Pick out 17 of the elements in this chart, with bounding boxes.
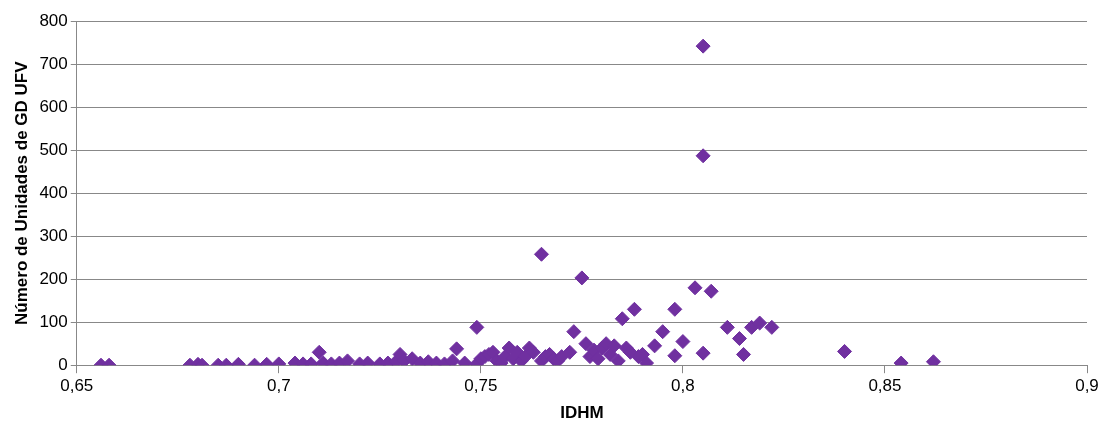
y-tick-label: 300 [39, 225, 68, 245]
y-tick-label: 400 [39, 182, 68, 202]
y-tick-label: 600 [39, 96, 68, 116]
x-tick-label: 0,75 [464, 376, 498, 396]
y-tick-label: 700 [39, 53, 68, 73]
y-tick-label: 200 [39, 268, 68, 288]
y-tick-label: 0 [58, 354, 68, 374]
x-tick-label: 0,8 [671, 376, 695, 396]
y-tick-label: 500 [39, 139, 68, 159]
x-tick-label: 0,9 [1075, 376, 1099, 396]
y-tick-label: 100 [39, 311, 68, 331]
x-axis-title: IDHM [560, 403, 604, 423]
y-axis-title: Número de Unidades de GD UFV [11, 60, 31, 325]
x-tick-label: 0,85 [868, 376, 902, 396]
y-tick-label: 800 [39, 10, 68, 30]
x-tick-label: 0,65 [60, 376, 94, 396]
x-tick-label: 0,7 [266, 376, 291, 396]
